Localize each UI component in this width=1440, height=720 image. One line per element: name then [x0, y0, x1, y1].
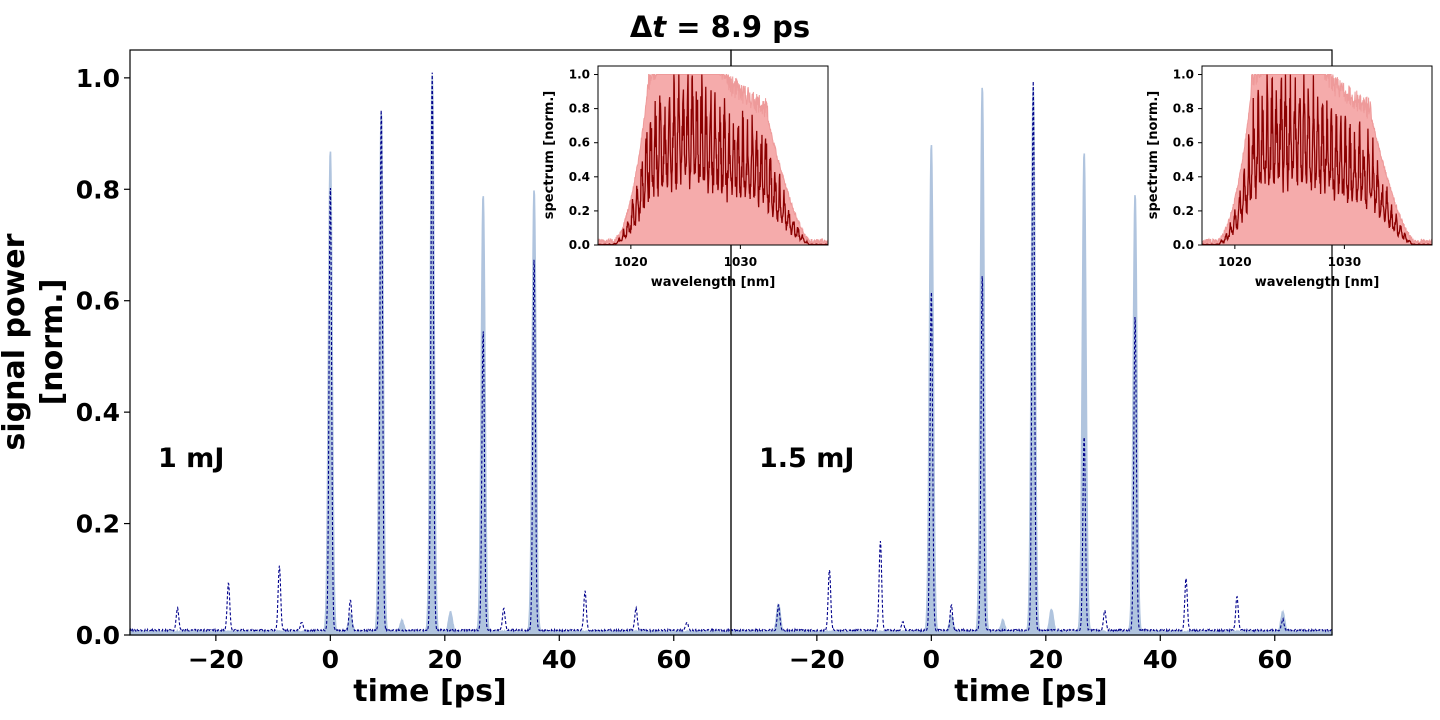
- x-tick-label: 60: [1257, 645, 1292, 674]
- inset-y-tick-label: 0.6: [1173, 136, 1194, 150]
- right-x-axis-label: time [ps]: [954, 674, 1107, 709]
- x-tick-label: 40: [542, 645, 577, 674]
- inset-y-tick-label: 0.4: [1173, 170, 1194, 184]
- y-tick-label: 0.4: [76, 398, 120, 427]
- trace-0-filled: [129, 75, 732, 636]
- x-tick-label: 40: [1143, 645, 1178, 674]
- left-traces: [129, 72, 732, 636]
- panel-right: −20 0 20 40 60 1.5 mJ time [ps]: [730, 49, 1333, 709]
- inset-y-tick-label: 0.6: [569, 136, 590, 150]
- inset-y-tick-label: 1.0: [569, 68, 590, 82]
- right-inset-ticks: 1020 1030 0.0 0.2 0.4 0.6 0.8 1.0: [1173, 68, 1361, 269]
- right-inset-x-label: wavelength [nm]: [1255, 275, 1380, 290]
- x-tick-label: 20: [427, 645, 462, 674]
- x-tick-label: −20: [188, 645, 244, 674]
- y-tick-label: 0.2: [76, 510, 120, 539]
- y-tick-label: 1.0: [76, 64, 120, 93]
- right-axes-frame: [730, 49, 1333, 636]
- y-tick-label: 0.0: [76, 621, 120, 650]
- left-inset-ticks: 1020 1030 0.0 0.2 0.4 0.6 0.8 1.0: [569, 68, 757, 269]
- left-y-ticks: 0.0 0.2 0.4 0.6 0.8 1.0: [76, 64, 130, 650]
- inset-y-tick-label: 0.8: [1173, 102, 1194, 116]
- right-inset-frame: [1201, 65, 1433, 246]
- inset-y-tick-label: 0.2: [1173, 204, 1194, 218]
- trace-0-dashed: [129, 72, 732, 634]
- right-inset-plot: [1201, 74, 1433, 246]
- x-tick-label: 20: [1028, 645, 1063, 674]
- right-inset: 1020 1030 0.0 0.2 0.4 0.6 0.8 1.0 wavelength [n…: [1146, 65, 1433, 290]
- left-x-axis-label: time [ps]: [353, 674, 506, 709]
- left-inset-frame: [597, 65, 829, 246]
- inset-y-tick-label: 0.4: [569, 170, 590, 184]
- right-inset-y-label: spectrum [norm.]: [1146, 91, 1161, 219]
- left-x-ticks: −20 0 20 40 60: [188, 635, 691, 674]
- y-tick-label: 0.6: [76, 287, 120, 316]
- inset-y-tick-label: 0.8: [569, 102, 590, 116]
- x-tick-label: 0: [322, 645, 339, 674]
- right-x-ticks: −20 0 20 40 60: [789, 635, 1292, 674]
- left-inset-plot: [597, 74, 829, 246]
- inset-y-tick-label: 0.0: [1173, 238, 1194, 252]
- x-tick-label: 0: [923, 645, 940, 674]
- inset-x-tick-label: 1020: [1218, 255, 1251, 269]
- left-energy-annotation: 1 mJ: [158, 443, 224, 474]
- inset-x-tick-label: 1030: [1328, 255, 1361, 269]
- right-energy-annotation: 1.5 mJ: [759, 443, 854, 474]
- left-inset-x-label: wavelength [nm]: [651, 275, 776, 290]
- inset-y-tick-label: 0.2: [569, 204, 590, 218]
- inset-0-spectrum-line: [597, 74, 829, 246]
- y-axis-label: signal power [norm.]: [0, 233, 70, 450]
- left-inset-y-label: spectrum [norm.]: [542, 91, 557, 219]
- inset-1-spectrum-line: [1201, 74, 1433, 246]
- inset-y-tick-label: 0.0: [569, 238, 590, 252]
- panel-left: −20 0 20 40 60 0.0 0.2 0.4 0.6 0.8 1.0 1 mJ time …: [0, 49, 732, 709]
- figure-title: Δt = 8.9 ps: [630, 10, 810, 44]
- left-inset: 1020 1030 0.0 0.2 0.4 0.6 0.8 1.0 wavelength [n…: [542, 65, 829, 290]
- inset-x-tick-label: 1020: [614, 255, 647, 269]
- x-tick-label: 60: [656, 645, 691, 674]
- x-tick-label: −20: [789, 645, 845, 674]
- inset-y-tick-label: 1.0: [1173, 68, 1194, 82]
- trace-1-dashed: [730, 81, 1333, 633]
- y-tick-label: 0.8: [76, 175, 120, 204]
- inset-x-tick-label: 1030: [724, 255, 757, 269]
- right-traces: [730, 81, 1333, 636]
